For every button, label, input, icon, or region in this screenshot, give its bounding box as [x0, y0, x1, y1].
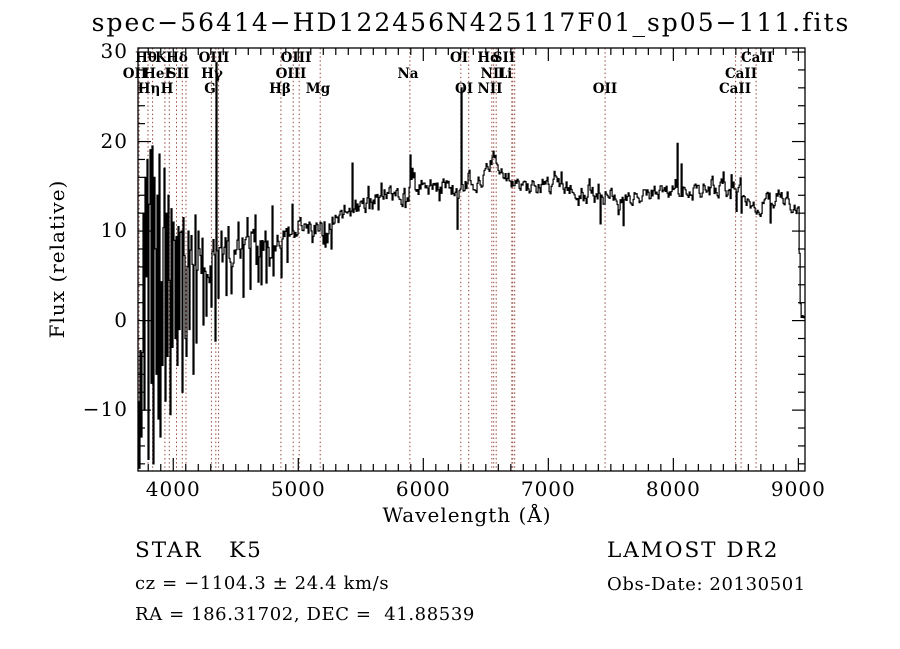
x-tick-label: 9000	[770, 477, 826, 501]
spectral-line-label: SII	[492, 50, 516, 66]
spectral-line-label: OIII	[198, 50, 230, 66]
spectral-line-label: OI	[449, 50, 469, 66]
spectral-line-label: CaII	[724, 65, 758, 82]
spectral-line-label: K	[155, 50, 167, 66]
spectral-line-label: SII	[166, 65, 190, 82]
spectral-line-label: CaII	[740, 50, 774, 66]
spectral-line-label: H	[160, 81, 174, 97]
y-tick-label: 10	[100, 218, 128, 243]
y-tick-label: −10	[82, 397, 128, 422]
x-tick-label: 7000	[520, 477, 576, 501]
x-tick-label: 8000	[645, 477, 701, 501]
spectral-line-label: OI	[454, 81, 474, 97]
spectrum-trace-group	[138, 62, 805, 469]
spectral-line-label: OII	[122, 65, 148, 82]
axes-frame	[137, 47, 806, 472]
spectral-line-label: Hγ	[201, 65, 223, 82]
x-tick-label: 4000	[145, 477, 201, 501]
spectral-line-label: Hα	[477, 50, 501, 66]
object-class-text: STAR K5	[135, 538, 263, 563]
spectral-line-label: Na	[397, 65, 419, 82]
spectral-line-label: CaII	[718, 81, 752, 97]
spectral-line-label: Hδ	[166, 50, 188, 66]
spectral-line-label: OIII	[275, 65, 307, 82]
obs-date-text: Obs-Date: 20130501	[607, 574, 806, 595]
spectral-line-label: Li	[497, 65, 513, 82]
spectral-line-label: Hβ	[269, 81, 291, 97]
plot-title: spec−56414−HD122456N425117F01_sp05−111.f…	[91, 8, 851, 37]
spectral-line-label: G	[204, 81, 216, 97]
spectral-line-label: NII	[477, 81, 503, 97]
spectral-line-label: OII	[592, 81, 618, 97]
y-tick-label: 0	[114, 307, 128, 332]
spectral-line-label: HeI	[143, 65, 171, 82]
plot-frame	[137, 47, 806, 472]
spectral-line-markers	[138, 48, 757, 471]
y-tick-label: 30	[100, 39, 128, 64]
radial-velocity-text: cz = −1104.3 ± 24.4 km/s	[135, 573, 390, 594]
spectral-line-label: Hη	[137, 81, 161, 97]
x-tick-label: 5000	[270, 477, 326, 501]
y-tick-label: 20	[100, 128, 128, 153]
flux-axis-label: Flux (relative)	[45, 179, 69, 339]
spectral-line-label: NII	[480, 65, 506, 82]
spectral-line-label: OIII	[280, 50, 312, 66]
spectral-line-label: Mg	[305, 81, 331, 97]
survey-release-text: LAMOST DR2	[607, 538, 780, 563]
wavelength-axis-label: Wavelength (Å)	[382, 503, 552, 527]
x-tick-label: 6000	[395, 477, 451, 501]
spectrum-trace	[138, 62, 805, 469]
spectral-line-label: Hθ	[135, 50, 157, 66]
coordinates-text: RA = 186.31702, DEC = 41.88539	[135, 604, 475, 625]
